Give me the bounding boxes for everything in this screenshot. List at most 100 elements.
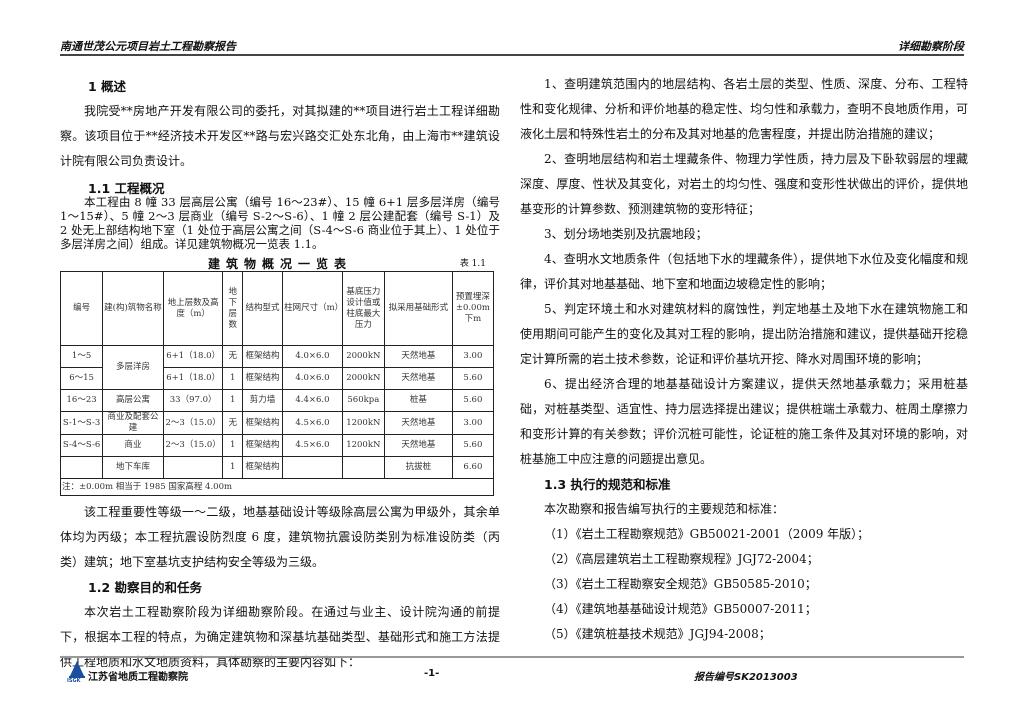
table-cell: 4.4×6.0	[282, 389, 343, 412]
table-cell: 无	[222, 345, 243, 368]
table-cell: 2000kN	[341, 345, 385, 368]
table-cell: 框架结构	[241, 456, 284, 479]
task-item: 5、判定环境土和水对建筑材料的腐蚀性，判定地基土及地下水在建筑物施工和使用期间可…	[520, 302, 968, 366]
task-item: 1、查明建筑范围内的地层结构、各岩土层的类型、性质、深度、分布、工程特性和变化规…	[520, 77, 968, 141]
table-cell: 4.0×6.0	[282, 345, 343, 368]
table-cell: 天然地基	[383, 411, 453, 435]
table-header-cell: 柱网尺寸（m）	[282, 271, 343, 346]
table-cell: 4.5×6.0	[282, 411, 343, 435]
table-cell: 桩基	[383, 389, 453, 412]
table-row: 地下车库 1 框架结构 抗拔桩 6.60	[59, 456, 495, 479]
header-rule	[60, 54, 964, 56]
page-header: 南通世茂公元项目岩土工程勘察报告 详细勘察阶段	[60, 38, 964, 53]
footer-rule	[60, 656, 964, 658]
table-cell: 框架结构	[241, 345, 284, 368]
table-cell: 5.60	[451, 367, 495, 390]
institute-logo-icon: JSGK	[66, 661, 85, 682]
table-cell	[59, 456, 104, 479]
standard-item: （5）《建筑桩基技术规范》JGJ94-2008；	[544, 627, 771, 641]
table-cell: 天然地基	[383, 434, 453, 457]
task-item: 3、划分场地类别及抗震地段；	[544, 227, 708, 241]
table-cell: 4.5×6.0	[282, 434, 343, 457]
task-item: 4、查明水文地质条件（包括地下水的埋藏条件），提供地下水位及变化幅度和规律，评价…	[520, 252, 968, 291]
table-cell: 33（97.0）	[162, 389, 224, 412]
table-header-cell: 地下层数	[222, 271, 243, 346]
table-cell: 2～3（15.0）	[162, 411, 224, 435]
table-cell: 4.0×6.0	[282, 367, 343, 390]
table-note: 注：±0.00m 相当于 1985 国家高程 4.00m	[60, 478, 494, 496]
table-cell: 3.00	[451, 411, 495, 435]
table-cell: 3.00	[451, 345, 495, 368]
table-cell: 框架结构	[241, 434, 284, 457]
table-cell: 多层洋房	[102, 345, 164, 390]
table-row: S-1～S-3 商业及配套公建 2～3（15.0）无框架结构 4.5×6.0 1200k…	[59, 411, 495, 435]
table-cell: 6.60	[451, 456, 495, 479]
overview-paragraph: 我院受**房地产开发有限公司的委托，对其拟建的**项目进行岩土工程详细勘察。该项…	[60, 104, 500, 168]
table-header-cell: 结构型式	[241, 271, 284, 346]
standard-item: （3）《岩土工程勘察安全规范》GB50585-2010；	[544, 577, 817, 591]
table-cell: 1	[222, 367, 243, 390]
table-cell: 1200kN	[341, 434, 385, 457]
table-cell: 6+1（18.0）	[162, 345, 224, 368]
table-cell: S-4～S-6	[59, 434, 104, 457]
table-cell: 地下车库	[102, 456, 164, 479]
table-cell: S-1～S-3	[59, 411, 104, 435]
table-cell: 2000kN	[341, 367, 385, 390]
table-row: S-4～S-6 商业 2～3（15.0） 1 框架结构 4.5×6.0 1200kN 天然地基…	[59, 434, 495, 457]
table-header-cell: 地上层数及高度（m）	[162, 271, 224, 346]
header-stage: 详细勘察阶段	[898, 40, 964, 53]
table-cell: 商业	[102, 434, 164, 457]
header-title: 南通世茂公元项目岩土工程勘察报告	[60, 40, 236, 53]
standards-intro: 本次勘察和报告编写执行的主要规范和标准：	[544, 502, 785, 516]
table-cell: 1	[222, 389, 243, 412]
purpose-paragraph: 本次岩土工程勘察阶段为详细勘察阶段。在通过与业主、设计院沟通的前提下，根据本工程…	[60, 605, 500, 669]
table-cell	[282, 456, 343, 479]
table-header-cell: 预置埋深±0.00m下m	[451, 271, 495, 346]
table-header-cell: 建(构)筑物名称	[102, 271, 164, 346]
task-item: 2、查明地层结构和岩土埋藏条件、物理力学性质，持力层及下卧软弱层的埋藏深度、厚度…	[520, 152, 968, 216]
table-header-cell: 编号	[59, 271, 104, 346]
table-cell: 1	[222, 434, 243, 457]
table-number: 表 1.1	[459, 259, 486, 269]
table-cell: 剪力墙	[241, 389, 284, 412]
table-cell: 6+1（18.0）	[162, 367, 224, 390]
section-heading-1-3: 1.3 执行的规范和标准	[544, 477, 671, 492]
section-heading-1-2: 1.2 勘察目的和任务	[88, 580, 202, 595]
standard-item: （2）《高层建筑岩土工程勘察规程》JGJ72-2004；	[544, 552, 819, 566]
building-overview-table: 编号 建(构)筑物名称 地上层数及高度（m） 地下层数 结构型式 柱网尺寸（m） 基底压力设…	[59, 271, 495, 496]
table-cell: 商业及配套公建	[102, 411, 164, 435]
section-heading-1-1: 1.1 工程概况	[88, 181, 165, 196]
standard-item: （4）《建筑地基基础设计规范》GB50007-2011；	[544, 602, 817, 616]
table-cell: 5.60	[451, 389, 495, 412]
table-cell: 无	[222, 411, 243, 435]
table-row: 16～23 高层公寓 33（97.0） 1 剪力墙 4.4×6.0 560kpa 桩基 5.60	[59, 389, 495, 412]
importance-paragraph: 该工程重要性等级一～二级，地基基础设计等级除高层公寓为甲级外，其余单体均为丙级；…	[60, 505, 500, 569]
report-number: 报告编号SK2013003	[694, 672, 798, 683]
table-cell: 16～23	[59, 389, 104, 412]
svg-text:JSGK: JSGK	[66, 678, 82, 682]
table-cell: 2～3（15.0）	[162, 434, 224, 457]
table-cell: 1	[222, 456, 243, 479]
table-cell: 1200kN	[341, 411, 385, 435]
table-cell: 5.60	[451, 434, 495, 457]
task-item: 6、提出经济合理的地基基础设计方案建议，提供天然地基承载力；采用桩基础，对桩基类…	[520, 377, 968, 466]
table-header-cell: 基底压力设计值或柱底最大压力	[341, 271, 385, 346]
table-cell: 高层公寓	[102, 389, 164, 412]
page-number: -1-	[424, 668, 440, 679]
table-cell: 抗拔桩	[383, 456, 453, 479]
table-cell	[341, 456, 385, 479]
right-column: 1、查明建筑范围内的地层结构、各岩土层的类型、性质、深度、分布、工程特性和变化规…	[520, 72, 968, 647]
project-overview-paragraph: 本工程由 8 幢 33 层高层公寓（编号 16～23#）、15 幢 6+1 层多…	[60, 195, 500, 251]
standard-item: （1）《岩土工程勘察规范》GB50021-2001（2009 年版）；	[544, 527, 870, 541]
table-cell: 天然地基	[383, 345, 453, 368]
table-header-cell: 拟采用基础形式	[383, 271, 453, 346]
table-cell: 1～5	[59, 345, 104, 368]
table-cell: 框架结构	[241, 411, 284, 435]
table-cell: 天然地基	[383, 367, 453, 390]
section-heading-1: 1 概述	[88, 79, 127, 94]
table-title: 建筑物概况一览表表 1.1	[207, 257, 486, 271]
table-cell: 560kpa	[341, 389, 385, 412]
left-column: 1 概述 我院受**房地产开发有限公司的委托，对其拟建的**项目进行岩土工程详细…	[59, 74, 500, 675]
table-cell: 框架结构	[241, 367, 284, 390]
